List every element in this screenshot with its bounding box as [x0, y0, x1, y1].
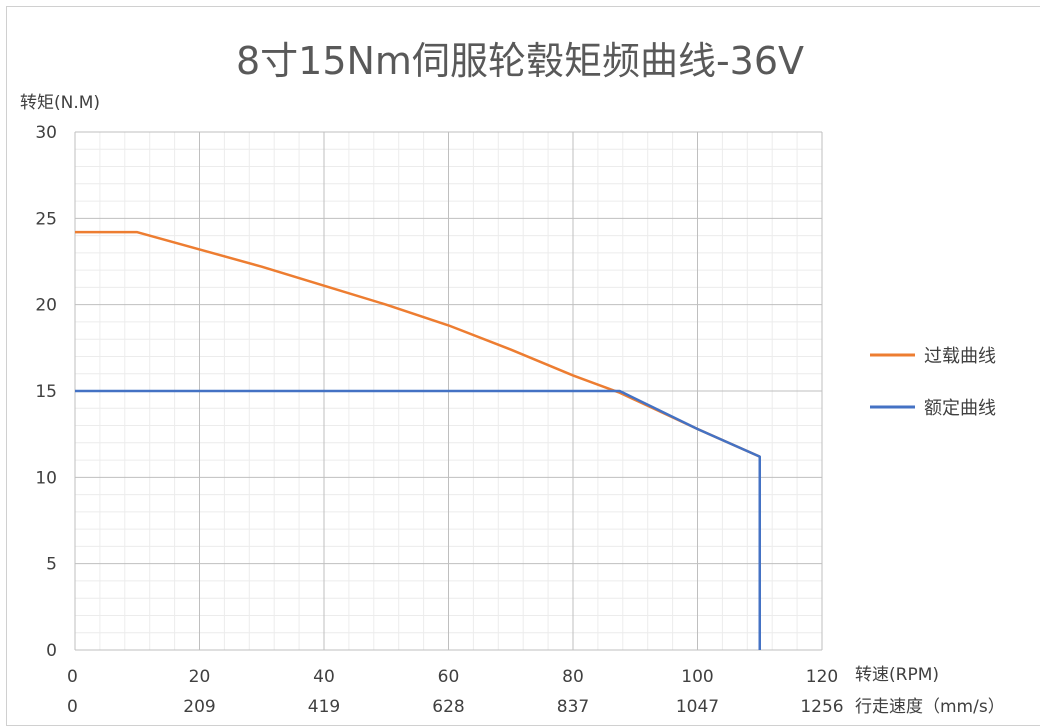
x-tick-label: 100 [681, 667, 713, 687]
y-tick-label: 30 [35, 123, 57, 143]
series-line [75, 230, 761, 458]
legend-label: 额定曲线 [924, 398, 996, 419]
legend-label: 过载曲线 [924, 346, 996, 367]
y-tick-label: 5 [46, 555, 57, 575]
x-tick-label-secondary: 209 [183, 697, 215, 717]
x-tick-label-secondary: 1047 [676, 697, 719, 717]
chart-title: 8寸15Nm伺服轮毂矩频曲线-36V [235, 39, 805, 83]
x-tick-label: 0 [67, 667, 78, 687]
x-tick-label-secondary: 628 [432, 697, 464, 717]
x-tick-label: 120 [806, 667, 838, 687]
x-tick-label-secondary: 419 [308, 697, 340, 717]
x-tick-label-secondary: 837 [557, 697, 589, 717]
x-tick-label: 40 [313, 667, 335, 687]
x-axis-title: 转速(RPM) [855, 665, 939, 685]
x-tick-label-secondary: 1256 [800, 697, 843, 717]
x-axis-title-secondary: 行走速度（mm/s） [855, 697, 1005, 717]
y-axis-title: 转矩(N.M) [20, 93, 101, 113]
y-tick-label: 15 [35, 382, 57, 402]
series-line [75, 389, 761, 650]
y-tick-label: 0 [46, 641, 57, 661]
y-tick-label: 20 [35, 296, 57, 316]
x-tick-label-secondary: 0 [67, 697, 78, 717]
x-tick-label: 80 [562, 667, 584, 687]
y-tick-label: 25 [35, 209, 57, 229]
x-tick-label: 20 [189, 667, 211, 687]
x-tick-label: 60 [438, 667, 460, 687]
y-tick-label: 10 [35, 468, 57, 488]
